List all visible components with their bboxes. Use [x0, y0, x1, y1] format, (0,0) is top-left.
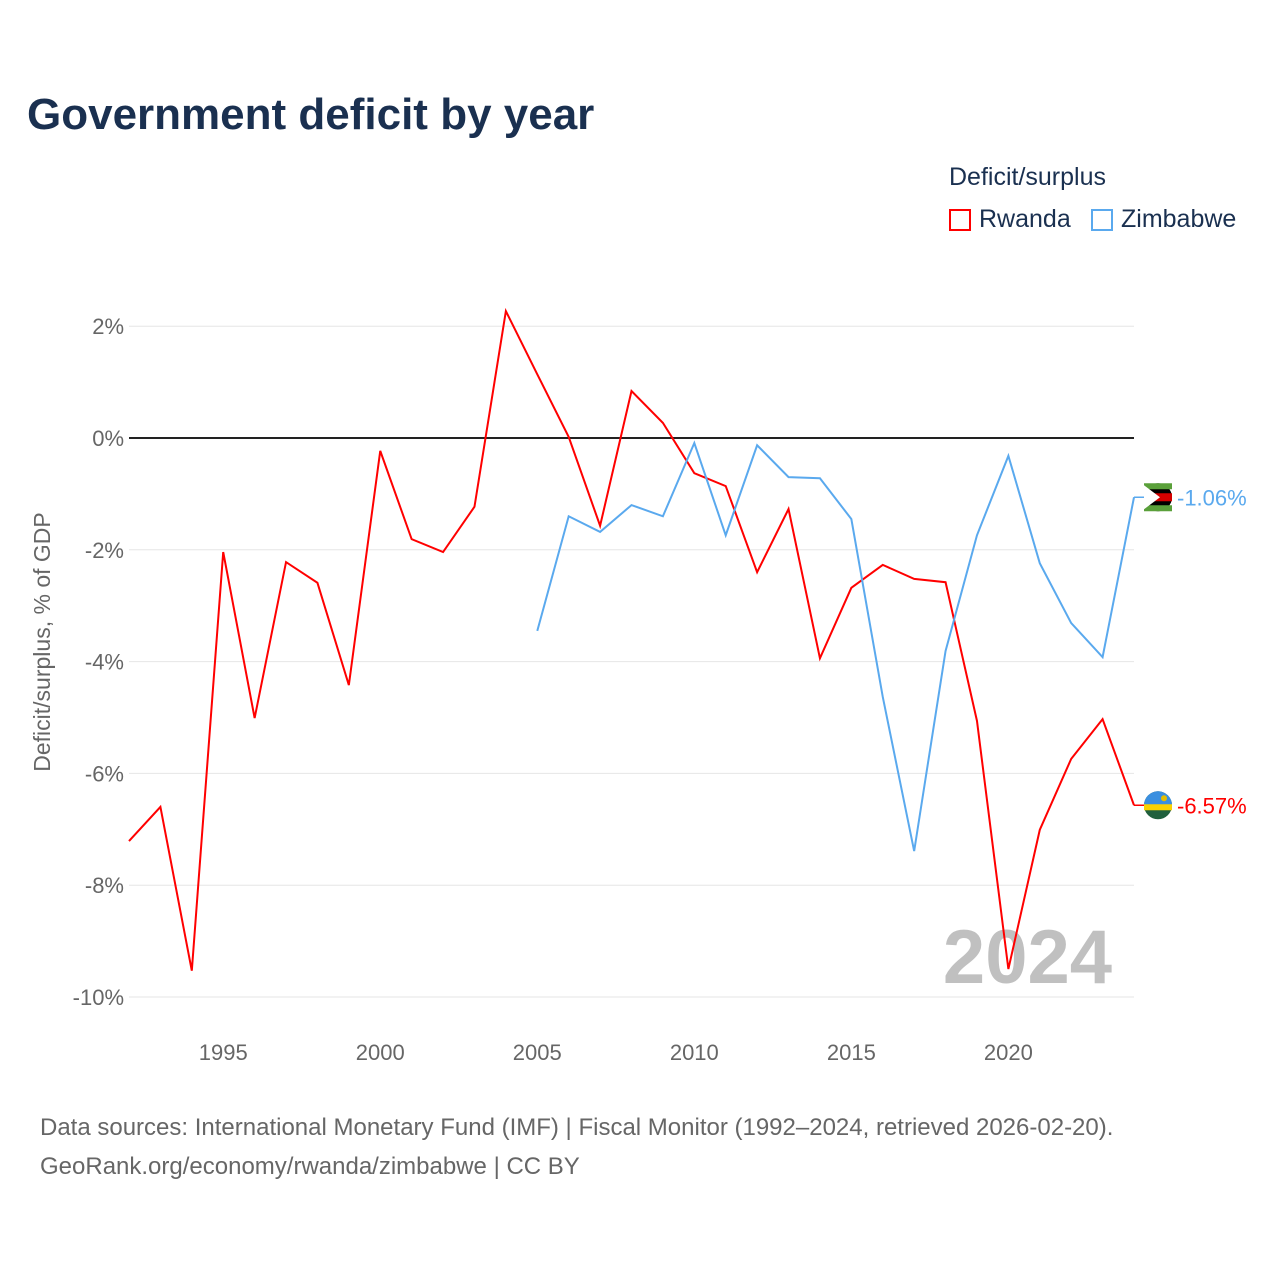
chart-title: Government deficit by year — [27, 90, 595, 139]
x-tick-label: 1995 — [199, 1040, 248, 1065]
zimbabwe-flag-part — [1144, 505, 1172, 512]
year-watermark: 2024 — [943, 915, 1112, 1000]
rwanda-flag-sun — [1161, 795, 1167, 802]
legend-label: Zimbabwe — [1121, 205, 1237, 233]
zimbabwe-flag-part — [1144, 483, 1172, 490]
series-line-zimbabwe — [536, 440, 1135, 852]
y-tick-label: -8% — [85, 873, 124, 898]
y-axis-label: Deficit/surplus, % of GDP — [29, 512, 55, 771]
source-line-1: Data sources: International Monetary Fun… — [40, 1114, 1114, 1141]
source-note: Data sources: International Monetary Fun… — [40, 1108, 1113, 1186]
y-tick-label: -4% — [85, 650, 124, 675]
y-tick-label: 2% — [92, 314, 124, 339]
legend-label: Rwanda — [979, 205, 1071, 233]
legend-item-rwanda[interactable]: Rwanda — [949, 205, 1071, 234]
y-tick-label: -10% — [73, 985, 124, 1010]
rwanda-flag-part — [1144, 804, 1172, 811]
x-tick-label: 2010 — [670, 1040, 719, 1065]
x-tick-label: 2005 — [513, 1040, 562, 1065]
source-line-2: GeoRank.org/economy/rwanda/zimbabwe | CC… — [40, 1153, 580, 1180]
y-tick-label: -6% — [85, 761, 124, 786]
x-tick-label: 2015 — [827, 1040, 876, 1065]
x-tick-label: 2020 — [984, 1040, 1033, 1065]
zimbabwe-flag-part — [1144, 485, 1160, 510]
end-value-label: -1.06% — [1177, 485, 1247, 510]
series-line-rwanda — [128, 307, 1135, 971]
legend-swatch — [1091, 208, 1113, 231]
legend-swatch — [949, 208, 971, 231]
legend-item-zimbabwe[interactable]: Zimbabwe — [1091, 205, 1236, 234]
x-tick-label: 2000 — [356, 1040, 405, 1065]
end-value-label: -6.57% — [1177, 793, 1247, 818]
y-tick-label: -2% — [85, 538, 124, 563]
y-tick-label: 0% — [92, 426, 124, 451]
rwanda-flag-part — [1144, 791, 1172, 806]
legend-title: Deficit/surplus — [949, 163, 1106, 191]
